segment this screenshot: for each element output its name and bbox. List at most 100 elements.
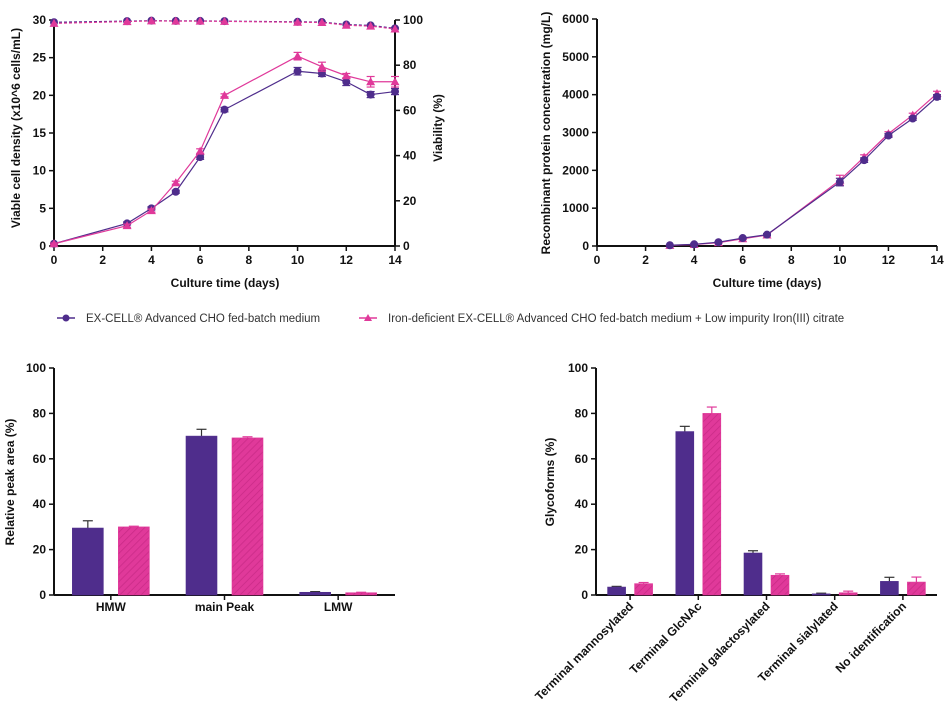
c2-xtick-label: 4 [691, 253, 698, 267]
c1-data-point [49, 239, 59, 248]
c1-ytick-label: 0 [39, 239, 46, 253]
c4-bar [838, 592, 858, 596]
c1-ytick-label: 20 [33, 88, 47, 102]
c2-xtick-label: 10 [833, 253, 847, 267]
c1-data-point [366, 90, 375, 99]
c2-ytick-label: 0 [582, 239, 589, 253]
c3-bar [299, 591, 331, 596]
c2-data-point [884, 131, 893, 140]
legend-item-excell: EX-CELL® Advanced CHO fed-batch medium [57, 313, 320, 325]
c2-xtick-label: 6 [739, 253, 746, 267]
c2-xtick-label: 8 [788, 253, 795, 267]
c2-xtick-label: 14 [930, 253, 944, 267]
c1-y2tick-label: 100 [403, 13, 423, 27]
glycoform-bar-chart: Glycoforms (%) 0 20 40 60 80 100 Terminal mann… [532, 361, 937, 705]
c2-data-point [665, 241, 674, 250]
c2-series-line-0 [669, 96, 938, 246]
c1-xtick-label: 2 [99, 253, 106, 267]
c1-data-point [146, 16, 156, 25]
c1-y2tick-label: 80 [403, 58, 417, 72]
titer-chart: Recombinant protein concentration (mg/L)… [539, 12, 944, 290]
c1-data-point [146, 206, 156, 215]
c4-ytick-label: 60 [575, 452, 589, 466]
c4-bar [702, 413, 722, 596]
c3-ytick-label: 60 [33, 452, 47, 466]
c1-xtick-label: 8 [246, 253, 253, 267]
c4-xtick-label: No identification [833, 599, 909, 675]
c3-xtick-label: LMW [324, 600, 353, 614]
c1-data-point [195, 16, 205, 25]
circle-marker-icon [62, 314, 70, 322]
c1-xtick-label: 6 [197, 253, 204, 267]
c1-xlabel: Culture time (days) [171, 276, 280, 290]
c4-bar [880, 581, 899, 596]
c1-ytick-label: 10 [33, 164, 47, 178]
c2-ytick-label: 6000 [562, 12, 589, 26]
c1-data-point [220, 16, 229, 25]
c1-data-point [220, 105, 229, 114]
c1-data-point [220, 90, 229, 99]
c1-ytick-label: 25 [33, 51, 47, 65]
c4-xtick-label: Terminal GlcNAc [627, 599, 705, 677]
c2-xtick-label: 0 [594, 253, 601, 267]
c2-data-point [908, 114, 917, 123]
c4-ytick-label: 0 [581, 588, 588, 602]
c1-ytick-label: 5 [39, 201, 46, 215]
sec-bar-chart: Relative peak area (%) 0 20 40 60 80 100 HMW ma… [3, 361, 395, 614]
c1-xtick-label: 14 [388, 253, 402, 267]
c4-bar [675, 431, 695, 596]
c1-data-point [366, 77, 376, 86]
c4-ytick-label: 100 [568, 361, 588, 375]
c2-data-point [714, 238, 723, 247]
c1-data-point [171, 187, 180, 196]
vcd-viability-chart: Viable cell density (x10^6 cells/mL) Via… [9, 13, 445, 290]
c1-data-point [171, 178, 181, 187]
c1-data-point [122, 17, 132, 26]
c4-bar [907, 581, 926, 596]
c2-data-point [763, 230, 771, 239]
c1-ytick-label: 15 [33, 126, 47, 140]
c1-data-point [317, 62, 327, 71]
legend: EX-CELL® Advanced CHO fed-batch medium I… [57, 313, 844, 325]
c1-y2label: Viability (%) [431, 94, 445, 162]
c1-ylabel: Viable cell density (x10^6 cells/mL) [9, 28, 23, 228]
c1-data-point [293, 17, 303, 26]
c3-ytick-label: 20 [33, 543, 47, 557]
c1-data-point [390, 24, 400, 33]
c2-data-point [860, 156, 869, 165]
c1-data-point [390, 77, 400, 86]
c4-bar [811, 593, 831, 596]
c1-ytick-label: 30 [33, 13, 47, 27]
c2-ytick-label: 1000 [562, 201, 589, 215]
c3-ylabel: Relative peak area (%) [3, 419, 17, 546]
c1-xtick-label: 10 [291, 253, 305, 267]
c1-data-point [366, 21, 376, 30]
c2-xtick-label: 2 [642, 253, 649, 267]
c3-bar [118, 526, 150, 596]
c3-xtick-label: main Peak [195, 600, 255, 614]
legend-label-excell: EX-CELL® Advanced CHO fed-batch medium [86, 313, 320, 325]
c1-y2tick-label: 60 [403, 103, 417, 117]
c2-data-point [738, 234, 747, 243]
c2-ytick-label: 5000 [562, 50, 589, 64]
triangle-marker-icon [364, 314, 372, 321]
c2-ytick-label: 3000 [562, 126, 589, 140]
c3-xtick-label: HMW [96, 600, 127, 614]
c1-data-point [293, 67, 302, 76]
c1-data-point [195, 146, 205, 155]
c1-data-point [196, 153, 205, 162]
c1-xtick-label: 0 [51, 253, 58, 267]
c2-series-line-1 [669, 93, 938, 247]
c1-data-point [391, 87, 399, 96]
c3-bar [72, 527, 104, 596]
c4-xtick-label: Terminal mannosylated [532, 599, 636, 703]
c4-bar [634, 583, 653, 596]
c2-data-point [835, 178, 844, 187]
c4-ytick-label: 40 [575, 497, 589, 511]
legend-item-iron-deficient: Iron-deficient EX-CELL® Advanced CHO fed… [359, 313, 844, 325]
c3-bar [231, 437, 264, 596]
c2-ytick-label: 2000 [562, 163, 589, 177]
c1-data-point [122, 221, 132, 230]
c2-xtick-label: 12 [882, 253, 896, 267]
